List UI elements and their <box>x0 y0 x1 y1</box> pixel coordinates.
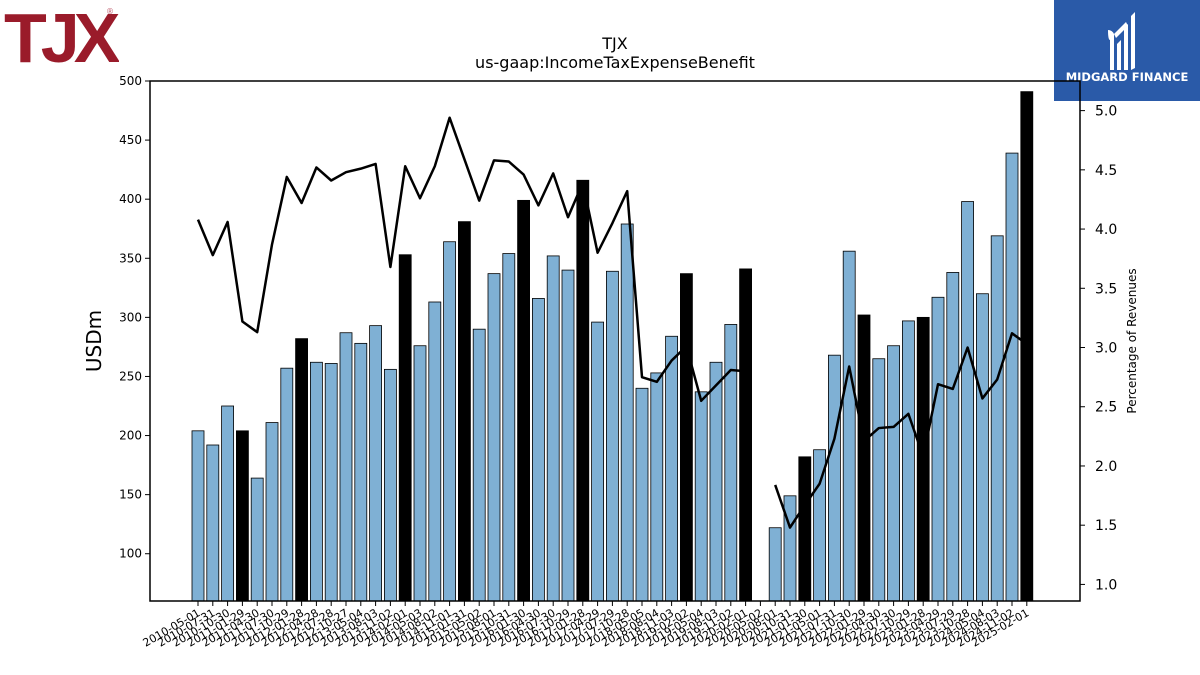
bar-2024-11-02 <box>1005 152 1019 602</box>
y2-tick-label: 2.5 <box>1095 400 1117 416</box>
bar-2014-02-01 <box>398 254 412 602</box>
bar-2012-10-27 <box>339 332 353 602</box>
y2-tick-label: 3.0 <box>1095 341 1117 357</box>
chart-title: TJX <box>601 34 627 53</box>
y2-tick-label: 4.5 <box>1095 163 1117 179</box>
bar-2018-08-04 <box>650 372 664 602</box>
bar-2020-10-31 <box>783 495 797 602</box>
x-axis: 2010-05-012010-07-312010-10-302011-01-29… <box>141 601 1031 650</box>
y2-tick-label: 5.0 <box>1095 104 1117 120</box>
bar-2022-10-29 <box>902 320 915 602</box>
bar-2011-01-29 <box>235 430 249 602</box>
bar-2017-10-28 <box>620 223 634 602</box>
y-tick-label: 300 <box>119 310 142 324</box>
y-tick-label: 150 <box>119 488 142 502</box>
bar-2017-07-29 <box>606 270 619 602</box>
bar-2022-07-30 <box>887 345 900 602</box>
bar-2010-05-01 <box>191 430 205 602</box>
bar-2023-07-29 <box>946 272 960 602</box>
bar-2015-10-31 <box>502 253 516 602</box>
y-tick-label: 100 <box>119 547 142 561</box>
bar-2015-08-01 <box>487 273 501 602</box>
bar-2021-10-30 <box>842 250 856 602</box>
pct-of-revenues-line <box>196 116 1028 529</box>
tjx-logo: TJX ® <box>4 0 127 77</box>
bar-2016-07-30 <box>546 255 560 602</box>
bar-2022-04-30 <box>872 358 886 602</box>
y2-tick-label: 1.0 <box>1095 577 1117 593</box>
chart-subtitle: us-gaap:IncomeTaxExpenseBenefit <box>475 53 755 72</box>
bar-2020-08-01 <box>768 527 782 602</box>
bar-2018-11-03 <box>665 335 678 602</box>
bar-2014-08-02 <box>428 301 442 602</box>
bar-2019-08-03 <box>709 361 723 602</box>
bar-2021-01-30 <box>798 456 812 602</box>
y2-tick-label: 1.5 <box>1095 518 1117 534</box>
bar-2012-04-28 <box>309 361 323 602</box>
bar-2017-01-28 <box>576 179 590 602</box>
bar-2022-01-29 <box>857 314 871 602</box>
tjx-logo-text: TJX <box>4 2 119 68</box>
midgard-finance-text: MIDGARD FINANCE <box>1066 70 1189 84</box>
bar-2021-07-31 <box>828 354 841 602</box>
bar-2013-05-04 <box>354 342 368 602</box>
y-tick-label: 350 <box>119 251 142 265</box>
bar-2013-08-03 <box>369 325 383 602</box>
y2-tick-label: 4.0 <box>1095 222 1117 238</box>
plot-frame <box>149 80 1081 602</box>
bar-2013-11-02 <box>383 368 397 602</box>
bar-2010-10-30 <box>221 405 235 602</box>
bar-2024-05-04 <box>976 293 989 602</box>
bar-2023-01-28 <box>916 316 930 602</box>
bar-2012-07-28 <box>324 363 338 602</box>
bar-2019-11-02 <box>724 324 738 602</box>
y-tick-label: 400 <box>119 192 142 206</box>
bar-2015-05-02 <box>472 328 486 602</box>
bar-2012-01-28 <box>295 338 309 602</box>
registered-mark: ® <box>106 7 114 16</box>
y-tick-label: 200 <box>119 429 142 443</box>
bar-2016-04-30 <box>532 298 545 602</box>
bar-2010-07-31 <box>206 444 220 602</box>
bar-2023-10-28 <box>961 201 974 602</box>
y-axis-left: 100 150 200 250 300 350 400 450 500 <box>119 74 150 561</box>
y2-axis-label: Percentage of Revenues <box>1125 268 1139 413</box>
y2-tick-label: 2.0 <box>1095 459 1117 475</box>
bar-2011-04-30 <box>250 477 264 602</box>
bar-2014-05-03 <box>413 345 427 602</box>
bar-2020-02-01 <box>739 268 752 602</box>
y-axis-label: USDm <box>82 310 106 372</box>
bar-2016-10-29 <box>561 269 575 602</box>
bar-2011-10-29 <box>280 367 294 602</box>
bar-2011-07-30 <box>265 422 279 602</box>
bar-2024-08-03 <box>990 235 1004 602</box>
midgard-finance-logo: MIDGARD FINANCE <box>1054 0 1200 101</box>
y-tick-label: 250 <box>119 369 142 383</box>
y-axis-right: 1.0 1.5 2.0 2.5 3.0 3.5 4.0 4.5 5.0 <box>1080 104 1117 593</box>
y-tick-label: 500 <box>119 74 142 88</box>
bar-2017-04-29 <box>591 321 604 602</box>
bar-2019-05-04 <box>694 391 708 602</box>
bar-2014-11-01 <box>443 241 457 602</box>
y-tick-label: 450 <box>119 133 142 147</box>
midgard-finance-emblem-icon <box>1108 12 1135 70</box>
bar-2016-01-30 <box>517 199 530 602</box>
bar-2023-04-29 <box>931 296 945 602</box>
bar-2018-05-05 <box>635 387 649 602</box>
bar-2025-02-01 <box>1020 91 1034 602</box>
bar-2019-02-02 <box>680 273 693 602</box>
y2-tick-label: 3.5 <box>1095 281 1117 297</box>
bar-2015-01-31 <box>457 221 471 602</box>
